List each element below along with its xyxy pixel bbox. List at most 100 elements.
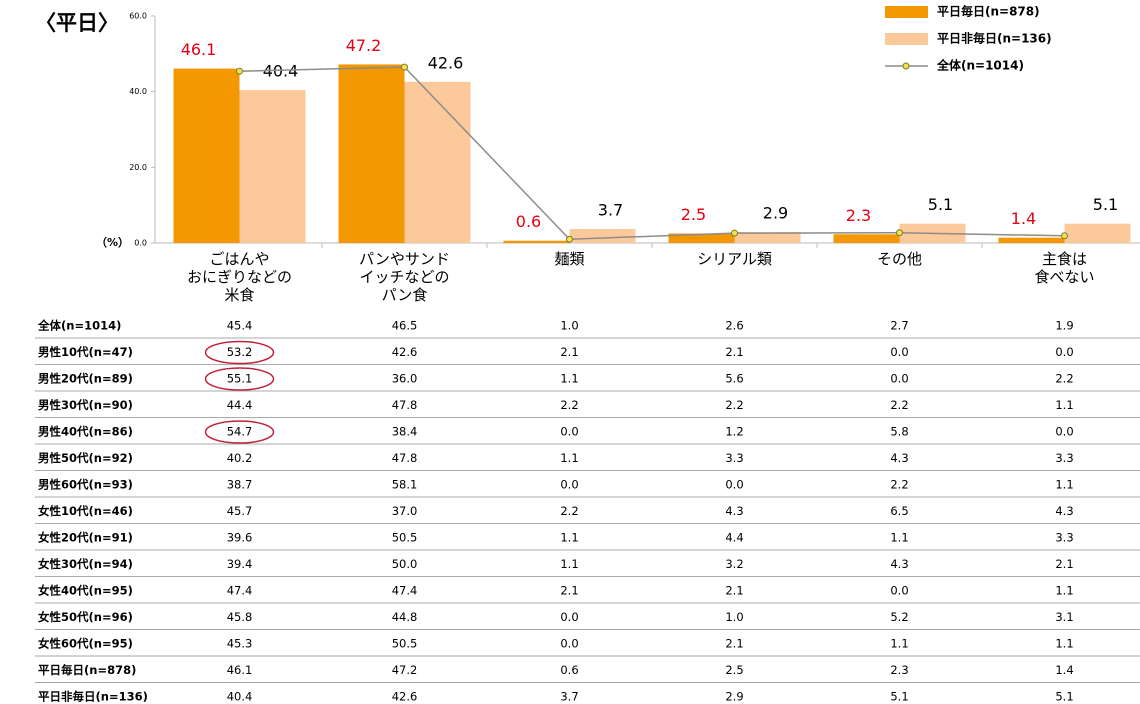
bar: [338, 64, 405, 243]
x-tick-label: ごはんや おにぎりなどの 米食: [186, 250, 292, 304]
table-cell: 0.0: [725, 478, 743, 492]
line-marker: [731, 229, 738, 237]
bar: [1064, 223, 1131, 243]
table-cell: 1.9: [1055, 319, 1073, 333]
table-cell: 1.1: [1055, 637, 1073, 651]
data-label: 2.3: [846, 206, 871, 225]
data-label: 46.1: [181, 40, 217, 59]
table-cell: 2.2: [725, 398, 743, 412]
bar: [239, 90, 306, 243]
table-cell: 45.4: [227, 319, 253, 333]
table-cell: 1.0: [725, 610, 743, 624]
table-cell: 2.1: [725, 345, 743, 359]
table-cell: 50.5: [392, 637, 418, 651]
row-label: 女性40代(n=95): [38, 584, 133, 598]
data-label: 5.1: [1093, 195, 1118, 214]
legend-label: 全体(n=1014): [936, 58, 1024, 73]
table-cell: 1.1: [560, 372, 578, 386]
table-cell: 42.6: [392, 690, 418, 704]
table-cell: 0.0: [560, 637, 578, 651]
table-cell: 3.1: [1055, 610, 1073, 624]
table-cell: 0.0: [1055, 345, 1073, 359]
table-cell: 45.7: [227, 504, 253, 518]
data-label: 2.9: [763, 204, 788, 223]
table-cell: 0.0: [560, 478, 578, 492]
row-label: 男性60代(n=93): [38, 478, 133, 492]
table-cell: 0.0: [890, 584, 908, 598]
table-cell: 44.8: [392, 610, 418, 624]
table-cell: 2.5: [725, 663, 743, 677]
table-cell: 2.9: [725, 690, 743, 704]
line: [239, 66, 1065, 240]
x-tick-label: 主食は 食べない: [1034, 250, 1095, 286]
row-label: 平日毎日(n=878): [38, 663, 136, 677]
table-cell: 1.1: [1055, 398, 1073, 412]
row-label: 男性20代(n=89): [38, 372, 133, 386]
table-cell: 1.1: [890, 531, 908, 545]
table-cell: 44.4: [227, 398, 253, 412]
bar: [734, 232, 801, 243]
bar: [833, 234, 900, 243]
bar: [404, 81, 471, 243]
legend-marker: [902, 62, 910, 70]
table-cell: 2.6: [725, 319, 743, 333]
bar: [569, 229, 636, 243]
legend-label: 平日非毎日(n=136): [937, 31, 1052, 46]
y-tick-label: 0.0: [134, 239, 147, 248]
table-cell: 5.1: [890, 690, 908, 704]
data-label: 2.5: [681, 205, 706, 224]
table-cell: 42.6: [392, 345, 418, 359]
table-cell: 2.7: [890, 319, 908, 333]
line-marker: [236, 67, 243, 75]
row-label: 男性30代(n=90): [38, 398, 133, 412]
bar: [173, 68, 240, 243]
table-cell: 46.5: [392, 319, 418, 333]
table-cell: 45.8: [227, 610, 253, 624]
row-label: 女性20代(n=91): [38, 531, 133, 545]
x-tick-label: パンやサンド イッチなどの パン食: [359, 250, 450, 304]
data-label: 47.2: [346, 36, 382, 55]
table-cell: 3.3: [725, 451, 743, 465]
table-cell: 1.1: [560, 451, 578, 465]
table-cell: 1.1: [560, 557, 578, 571]
legend-swatch: [885, 33, 928, 45]
table-cell: 53.2: [227, 345, 253, 359]
x-tick-label: シリアル類: [697, 250, 772, 268]
table-cell: 38.7: [227, 478, 253, 492]
row-label: 全体(n=1014): [37, 319, 121, 333]
table-cell: 39.6: [227, 531, 253, 545]
table-cell: 47.4: [227, 584, 253, 598]
data-label: 1.4: [1011, 209, 1036, 228]
data-label: 5.1: [928, 195, 953, 214]
table-cell: 0.0: [890, 372, 908, 386]
table-cell: 2.2: [890, 478, 908, 492]
row-label: 男性50代(n=92): [38, 451, 133, 465]
y-axis-label: （%）: [96, 236, 129, 249]
table-cell: 3.3: [1055, 451, 1073, 465]
table-cell: 5.1: [1055, 690, 1073, 704]
table-cell: 4.3: [725, 504, 743, 518]
row-label: 男性10代(n=47): [38, 345, 133, 359]
table-cell: 2.1: [725, 584, 743, 598]
table-cell: 0.0: [1055, 425, 1073, 439]
table-cell: 1.2: [725, 425, 743, 439]
line-marker: [401, 63, 408, 71]
table-cell: 1.1: [890, 637, 908, 651]
row-label: 女性10代(n=46): [38, 504, 133, 518]
table-cell: 47.8: [392, 451, 418, 465]
data-label: 42.6: [428, 53, 464, 72]
bar: [503, 240, 570, 243]
table-cell: 2.1: [560, 584, 578, 598]
x-tick-label: 麺類: [554, 250, 585, 268]
table-cell: 58.1: [392, 478, 418, 492]
table-cell: 4.3: [890, 451, 908, 465]
table-cell: 0.0: [560, 610, 578, 624]
row-label: 男性40代(n=86): [38, 425, 133, 439]
table-cell: 6.5: [890, 504, 908, 518]
table-cell: 2.1: [1055, 557, 1073, 571]
row-label: 平日非毎日(n=136): [38, 690, 148, 704]
y-tick-label: 20.0: [129, 163, 147, 172]
line-marker: [1061, 232, 1068, 240]
table-cell: 0.0: [560, 425, 578, 439]
